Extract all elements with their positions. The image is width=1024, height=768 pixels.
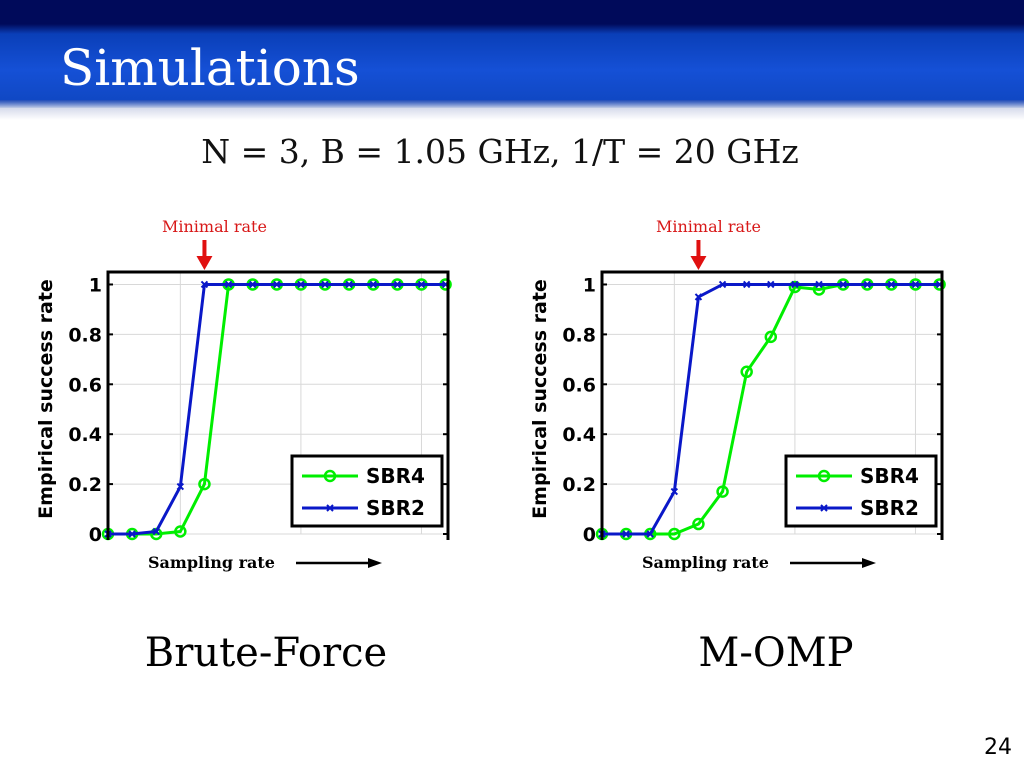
data-point-sbr4 — [174, 525, 187, 538]
y-tick-label: 0.6 — [68, 374, 102, 396]
y-tick-label: 1 — [583, 274, 596, 296]
legend-label-sbr4: SBR4 — [860, 464, 919, 488]
legend-label-sbr4: SBR4 — [366, 464, 425, 488]
data-point-sbr4 — [764, 330, 778, 344]
data-point-sbr2 — [791, 280, 799, 289]
legend-box — [290, 454, 444, 528]
data-point-sbr2 — [911, 280, 920, 289]
data-point-sbr2 — [345, 280, 353, 289]
legend-marker-sbr2 — [820, 504, 828, 512]
m-omp-chart: 0 0.2 0.4 0.6 0.8 1 Empirical success rate SBR4… — [529, 217, 946, 572]
legend-marker-sbr2 — [326, 504, 334, 512]
brute-force-chart: 0 0.2 0.4 0.6 0.8 1 Empirical success rate SBR4… — [35, 217, 452, 572]
y-tick-label: 1 — [89, 274, 102, 296]
slide-title: Simulations — [60, 39, 360, 97]
legend-box — [784, 454, 938, 528]
legend-marker-sbr4 — [323, 469, 337, 483]
data-point-sbr2 — [176, 482, 185, 491]
data-point-sbr4 — [716, 485, 729, 498]
y-tick-label: 0.4 — [562, 424, 596, 446]
data-point-sbr4 — [692, 517, 705, 531]
x-axis-arrow-head — [368, 558, 382, 568]
plot-frame — [600, 270, 944, 540]
data-point-sbr2 — [248, 280, 257, 289]
legend-label-sbr2: SBR2 — [366, 496, 425, 520]
title-banner — [0, 0, 1024, 108]
y-axis-label: Empirical success rate — [529, 279, 551, 519]
data-point-sbr2 — [417, 280, 426, 289]
data-point-sbr2 — [273, 280, 281, 289]
data-point-sbr2 — [200, 280, 209, 289]
x-axis-arrow-head — [862, 558, 876, 568]
minimal-rate-arrow-head — [690, 256, 707, 270]
data-point-sbr4 — [740, 365, 753, 379]
data-point-sbr2 — [393, 280, 402, 289]
legend-label-sbr2: SBR2 — [860, 496, 919, 520]
data-point-sbr2 — [369, 280, 377, 289]
m-omp-label: M-OMP — [698, 630, 854, 676]
data-point-sbr2 — [622, 530, 630, 538]
x-axis-mask — [600, 542, 946, 556]
data-point-sbr4 — [788, 280, 802, 294]
data-point-sbr2 — [839, 280, 847, 289]
y-axis-label: Empirical success rate — [35, 279, 57, 519]
y-tick-label: 0.2 — [68, 474, 102, 496]
data-point-sbr2 — [887, 280, 896, 289]
x-axis-label: Sampling rate — [148, 553, 275, 572]
data-point-sbr2 — [742, 280, 751, 289]
data-point-sbr4 — [198, 477, 211, 491]
data-point-sbr2 — [646, 530, 654, 538]
simulation-parameters: N = 3, B = 1.05 GHz, 1/T = 20 GHz — [201, 132, 799, 171]
data-point-sbr2 — [863, 280, 871, 289]
y-tick-label: 0.8 — [562, 324, 596, 346]
brute-force-label: Brute-Force — [144, 630, 388, 676]
minimal-rate-arrow-head — [196, 256, 213, 270]
minimal-rate-label: Minimal rate — [656, 217, 761, 236]
data-point-sbr2 — [152, 527, 160, 536]
y-tick-label: 0 — [89, 524, 102, 546]
y-tick-label: 0.4 — [68, 424, 102, 446]
x-axis-label: Sampling rate — [642, 553, 769, 572]
data-point-sbr4 — [668, 527, 681, 541]
minimal-rate-label: Minimal rate — [162, 217, 267, 236]
y-tick-label: 0 — [583, 524, 596, 546]
data-point-sbr2 — [815, 280, 823, 289]
data-point-sbr2 — [718, 280, 727, 289]
y-tick-label: 0.6 — [562, 374, 596, 396]
title-banner-shadow — [0, 100, 1024, 120]
page-number: 24 — [984, 735, 1012, 760]
data-point-sbr2 — [767, 280, 775, 289]
data-point-sbr2 — [297, 280, 305, 289]
data-point-sbr2 — [694, 293, 703, 301]
plot-frame — [106, 270, 450, 540]
x-axis-mask — [106, 542, 452, 556]
data-point-sbr2 — [321, 280, 329, 289]
y-tick-label: 0.2 — [562, 474, 596, 496]
data-point-sbr2 — [128, 530, 136, 538]
data-point-sbr2 — [224, 280, 233, 289]
data-point-sbr2 — [670, 487, 679, 496]
legend-marker-sbr4 — [817, 469, 831, 483]
y-tick-label: 0.8 — [68, 324, 102, 346]
